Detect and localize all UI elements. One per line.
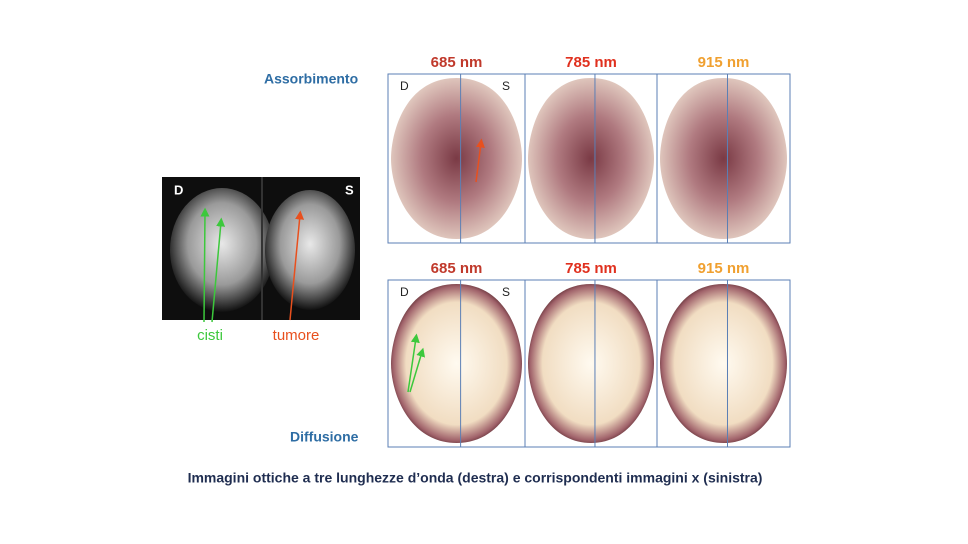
wavelength-label: 915 nm: [698, 54, 750, 71]
optical-images: 685 nm 785 nm 915 nm D S 685 nm 785 nm 915 nm D S: [387, 54, 791, 448]
side-label: S: [502, 285, 510, 299]
arrow: [407, 333, 420, 393]
side-label: S: [502, 79, 510, 93]
arrow: [475, 138, 485, 183]
optical-image: [660, 284, 787, 443]
optical-image: [660, 78, 787, 239]
annotation: tumore: [273, 327, 320, 344]
wavelength-label: 915 nm: [698, 260, 750, 277]
annotation: cisti: [197, 327, 223, 344]
section-title: Assorbimento: [264, 71, 358, 87]
side-label: S: [345, 182, 354, 197]
mammogram: D S cisti tumore: [162, 177, 360, 344]
optical-image: [528, 284, 654, 443]
side-label: D: [400, 79, 409, 93]
optical-image: [528, 78, 654, 239]
section-title: Diffusione: [290, 429, 359, 445]
caption: Immagini ottiche a tre lunghezze d’onda …: [188, 470, 763, 486]
panel-frame: [656, 279, 791, 448]
wavelength-label: 785 nm: [565, 260, 617, 277]
optical-image: [391, 284, 522, 443]
wavelength-label: 685 nm: [431, 54, 483, 71]
optical-image: [391, 78, 522, 239]
side-label: D: [174, 182, 183, 197]
panel-frame: [656, 73, 791, 244]
side-label: D: [400, 285, 409, 299]
wavelength-label: 685 nm: [431, 260, 483, 277]
arrow: [409, 347, 426, 393]
wavelength-label: 785 nm: [565, 54, 617, 71]
